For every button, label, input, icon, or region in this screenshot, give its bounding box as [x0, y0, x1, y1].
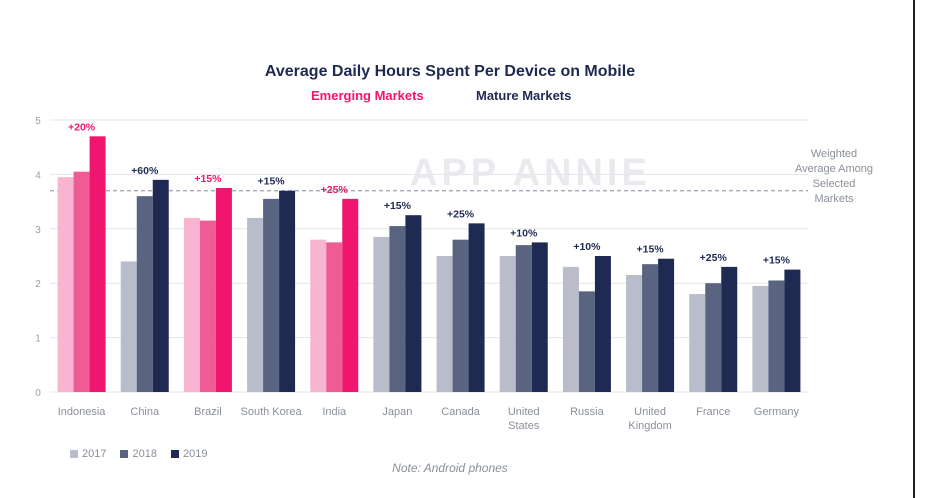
bar-2019	[152, 179, 169, 392]
legend-item-2018: 2018	[120, 448, 157, 460]
footnote: Note: Android phones	[392, 461, 508, 475]
bar-2019	[594, 256, 611, 392]
bar-2019	[215, 188, 232, 392]
growth-label: +15%	[258, 176, 286, 188]
y-tick-label: 3	[35, 225, 41, 236]
bar-2018	[389, 226, 406, 392]
bar-2019	[279, 190, 296, 392]
category-label: United	[508, 406, 540, 418]
legend-swatch-2019	[170, 450, 179, 458]
bar-2019	[721, 266, 738, 392]
bar-2019	[658, 258, 675, 392]
growth-label: +60%	[131, 165, 159, 177]
bar-2017	[120, 261, 137, 392]
bar-2018	[326, 242, 343, 392]
y-tick-label: 5	[35, 116, 41, 127]
growth-label: +15%	[763, 255, 791, 267]
bar-2018	[705, 283, 722, 392]
growth-label: +15%	[194, 173, 222, 185]
bar-2017	[752, 285, 769, 392]
bar-2019	[531, 242, 548, 392]
chart-title: Average Daily Hours Spent Per Device on …	[264, 63, 636, 80]
category-label: China	[130, 406, 160, 418]
category-label: Indonesia	[58, 406, 107, 418]
y-tick-label: 0	[35, 388, 41, 399]
growth-label: +10%	[573, 241, 601, 253]
reference-line-label: Weighted Average Among Selected Markets	[794, 148, 874, 205]
growth-label: +25%	[321, 184, 349, 196]
bar-2017	[247, 217, 264, 392]
bar-2017	[436, 256, 453, 392]
growth-label: +15%	[637, 244, 665, 256]
category-label: States	[508, 420, 540, 432]
bar-2017	[626, 275, 643, 392]
legend-swatch-2018	[120, 450, 129, 458]
bar-2019	[342, 198, 359, 392]
subtitle-mature-markets: Mature Markets	[476, 88, 572, 103]
category-label: Germany	[754, 406, 800, 418]
y-tick-label: 4	[35, 170, 41, 181]
legend-item-2019: 2019	[170, 448, 208, 460]
legend-swatch-2017	[70, 450, 78, 458]
subtitle-emerging-markets: Emerging Markets	[311, 88, 424, 103]
bar-2019	[405, 215, 422, 392]
category-label: Canada	[441, 406, 480, 418]
bar-2018	[452, 239, 469, 392]
bar-2018	[578, 291, 595, 392]
right-border-rule	[913, 0, 915, 498]
watermark: APP ANNIE	[410, 152, 651, 194]
bar-2017	[57, 177, 74, 392]
bar-2017	[310, 239, 327, 392]
growth-label: +15%	[384, 200, 412, 212]
category-label: Japan	[382, 406, 412, 418]
bar-2018	[263, 198, 280, 392]
bar-2018	[199, 220, 216, 392]
category-label: France	[696, 406, 730, 418]
bar-2019	[89, 136, 106, 392]
bar-2018	[768, 280, 785, 392]
growth-label: +25%	[700, 252, 728, 264]
category-label: South Korea	[241, 406, 303, 418]
bar-2019	[784, 269, 801, 392]
bar-2018	[73, 171, 90, 392]
y-tick-label: 1	[35, 334, 41, 345]
y-tick-label: 2	[35, 279, 41, 290]
bar-2019	[468, 223, 485, 392]
growth-label: +25%	[447, 208, 475, 220]
legend-label-2017: 2017	[82, 448, 107, 460]
category-label: Kingdom	[628, 420, 671, 432]
bar-2018	[515, 245, 532, 392]
category-label: Russia	[570, 406, 605, 418]
category-label: India	[322, 406, 347, 418]
bar-2018	[642, 264, 659, 392]
growth-label: +10%	[510, 227, 538, 239]
bar-2018	[136, 196, 153, 392]
bar-2017	[562, 266, 579, 392]
bar-2017	[499, 256, 516, 392]
legend-label-2018: 2018	[132, 448, 157, 460]
category-label: United	[634, 406, 666, 418]
bar-2017	[183, 217, 200, 392]
bar-2017	[689, 294, 706, 392]
bar-2017	[373, 236, 390, 392]
legend-label-2019: 2019	[182, 448, 208, 460]
chart-legend: 2017 2018 2019	[70, 448, 207, 460]
category-label: Brazil	[194, 406, 222, 418]
growth-label: +20%	[68, 121, 96, 133]
legend-item-2017: 2017	[70, 448, 106, 460]
